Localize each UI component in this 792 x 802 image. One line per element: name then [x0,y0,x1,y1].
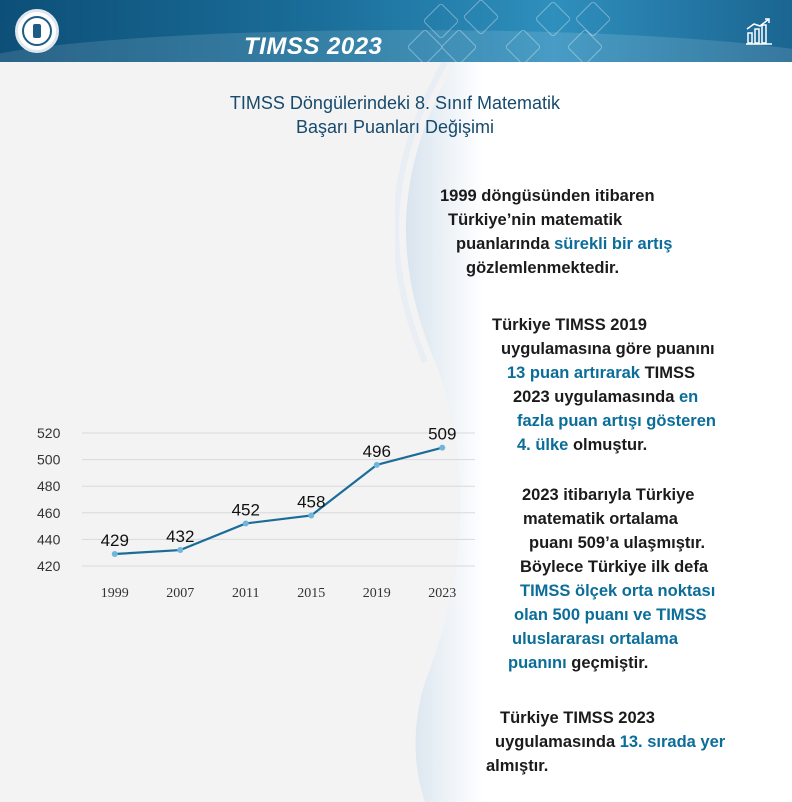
highlight-text: puanını [508,654,567,672]
y-tick-label: 460 [37,505,61,521]
highlight-text: olan 500 puanı ve TIMSS [514,606,707,624]
note-line: 2023 uygulamasında en [513,388,699,406]
x-tick-label: 2011 [232,586,259,601]
y-tick-label: 520 [37,425,61,441]
chart-title-line-2: Başarı Puanları Değişimi [295,117,495,137]
series-line [114,446,443,556]
highlight-text: 13 puan artırarak [507,364,640,382]
header-banner: TIMSS 2023 [0,0,792,62]
x-tick-label: 2007 [166,586,194,601]
highlight-text: sürekli bir artış [554,235,673,253]
y-tick-label: 500 [37,452,61,468]
note-line: Türkiye TIMSS 2023 [500,709,655,727]
ministry-seal-logo [15,9,59,53]
brand-title: TIMSS 2023 [244,33,383,60]
x-tick-label: 2019 [363,586,391,601]
note-line: Türkiye’nin matematik [448,211,623,229]
note-line: gözlemlenmektedir. [466,259,620,277]
note-line: puanlarında sürekli bir artış [456,235,673,253]
note-ranking: Türkiye TIMSS 2023 uygulamasında 13. sır… [486,706,726,778]
y-tick-label: 440 [37,531,61,547]
data-point [439,444,446,451]
note-509-score: 2023 itibarıyla Türkiye matematik ortala… [508,483,716,675]
note-line: 1999 döngüsünden itibaren [440,187,655,205]
note-line: matematik ortalama [523,510,678,528]
chart-title: TIMSS Döngülerindeki 8. Sınıf Matematik … [160,91,630,139]
data-label: 452 [232,500,260,519]
data-label: 509 [428,425,456,444]
y-tick-label: 420 [37,558,61,574]
note-line: Türkiye TIMSS 2019 [492,316,647,334]
note-increase: 1999 döngüsünden itibaren Türkiye’nin ma… [440,184,672,280]
note-line: Böylece Türkiye ilk defa [520,558,709,576]
note-line: puanını geçmiştir. [508,654,649,672]
background-swoosh [395,62,792,802]
highlight-text: 4. ülke [517,436,569,454]
note-line: puanı 509’a ulaşmıştır. [529,534,706,552]
score-line-chart: 520 500 480 460 440 420 1999 2007 2011 2015 2019 20… [37,425,475,601]
data-point [111,551,118,558]
note-line: almıştır. [486,757,549,775]
note-line: 4. ülke olmuştur. [517,436,648,454]
data-label: 496 [363,442,391,461]
x-tick-label: 2015 [297,586,325,601]
x-tick-label: 2023 [428,586,456,601]
data-label: 432 [166,527,194,546]
note-line: uygulamasında 13. sırada yer [495,733,726,751]
data-point [177,547,184,554]
data-point [308,512,315,519]
note-2019-comparison: Türkiye TIMSS 2019 uygulamasına göre pua… [492,313,716,457]
data-label: 458 [297,492,325,511]
data-label: 429 [101,531,129,550]
data-point [373,461,380,468]
header-wave [0,30,792,62]
chart-title-line-1: TIMSS Döngülerindeki 8. Sınıf Matematik [229,93,561,113]
highlight-text: fazla puan artışı gösteren [517,412,716,430]
highlight-text: uluslararası ortalama [512,630,678,648]
highlight-text: 13. sırada yer [619,733,726,751]
data-point [242,520,249,527]
bar-chart-icon [746,18,772,45]
note-line: 2023 itibarıyla Türkiye [522,486,695,504]
y-tick-label: 480 [37,478,61,494]
x-tick-label: 1999 [101,586,129,601]
note-line: uygulamasına göre puanını [501,340,715,358]
note-line: 13 puan artırarak TIMSS [507,364,695,382]
highlight-text: en [679,388,699,406]
highlight-text: TIMSS ölçek orta noktası [520,582,716,600]
